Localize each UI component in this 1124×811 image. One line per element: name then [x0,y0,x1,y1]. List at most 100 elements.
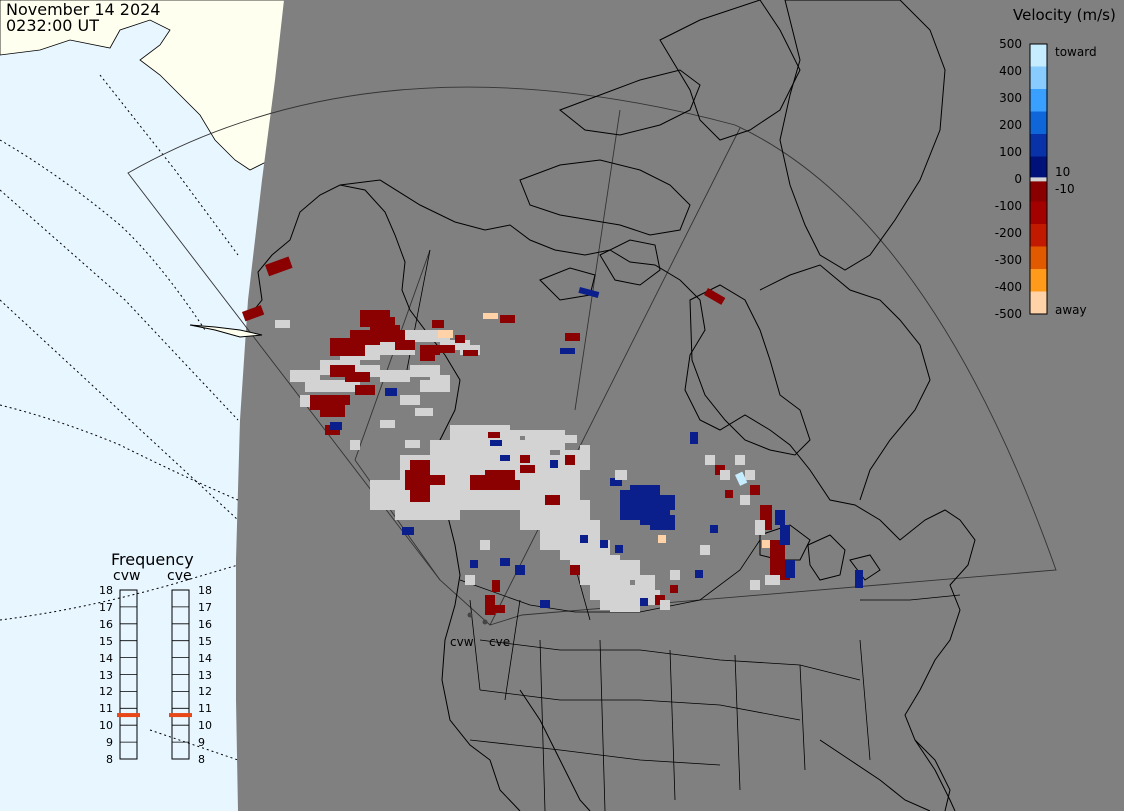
scatter-cell [610,600,640,612]
scatter-cell [385,388,397,396]
scatter-cell [395,500,425,520]
frequency-level-label: 13 [198,668,212,682]
site-label-cve: cve [489,635,511,649]
scatter-cell [480,540,490,550]
velocity-color-swatch [1030,156,1047,180]
scatter-cell [615,545,623,553]
frequency-level-label: 12 [198,685,212,699]
velocity-scale-title: Velocity (m/s) [1013,6,1116,24]
scatter-cell [360,310,390,318]
velocity-tick-label: 400 [999,64,1022,78]
velocity-tick-label: -200 [994,226,1022,240]
velocity-tick-label: 0 [1014,172,1022,186]
velocity-tick-label: -500 [994,307,1022,321]
frequency-level-label: 11 [99,702,113,716]
frequency-level-label: 16 [198,617,212,631]
scatter-cell [420,380,450,392]
velocity-tick-label: 300 [999,91,1022,105]
site-marker-cve [482,619,488,625]
velocity-color-swatch [1030,291,1047,315]
velocity-color-swatch [1030,66,1047,90]
scatter-cell [750,485,760,495]
scatter-cell [540,520,570,550]
scatter-cell [520,455,530,463]
scatter-cell [515,565,525,575]
scatter-cell [520,430,535,436]
scatter-cell [492,580,500,592]
scatter-cell [488,432,500,438]
site-marker-cvw [467,612,473,618]
scatter-cell [755,520,765,535]
frequency-level-label: 17 [99,600,113,614]
scatter-cell [470,560,478,568]
scatter-cell [400,395,420,405]
scatter-cell [432,320,444,328]
velocity-tick-label: -300 [994,253,1022,267]
velocity-color-swatch [1030,44,1047,67]
scatter-cell [658,535,666,543]
scatter-cell [695,570,703,578]
scatter-cell [660,600,670,610]
frequency-level-label: 8 [106,753,113,766]
scatter-cell [410,460,430,470]
velocity-color-swatch [1030,179,1047,202]
scatter-cell [360,317,395,327]
velocity-tick-label: -100 [994,199,1022,213]
scatter-cell [275,320,290,328]
scatter-cell [465,575,475,585]
scatter-cell [455,335,465,343]
velocity-tick-label: 200 [999,118,1022,132]
night-terminator-shade [236,0,1124,811]
frequency-radar-cve: cve [167,568,192,584]
scatter-cell [500,558,510,566]
scatter-cell [775,510,785,525]
scatter-cell [500,455,510,461]
frequency-marker [169,713,192,718]
time-label: 0232:00 UT [6,16,100,35]
scatter-cell [405,470,430,490]
scatter-cell [330,380,360,392]
scatter-cell [720,470,730,480]
radar-scatter [242,256,863,615]
frequency-level-label: 13 [99,668,113,682]
frequency-level-label: 14 [198,651,212,665]
velocity-toward-label: toward [1055,45,1097,59]
scatter-cell [578,287,600,298]
scatter-cell [570,565,580,575]
scatter-cell [438,330,453,338]
scatter-cell [430,475,445,485]
frequency-marker [117,713,140,718]
velocity-away-label: away [1055,303,1087,317]
frequency-level-label: 14 [99,651,113,665]
scatter-cell [380,330,405,342]
scatter-cell [415,408,433,416]
scatter-cell [725,490,733,498]
site-label-cvw: cvw [450,635,474,649]
velocity-color-bar [1029,43,1048,315]
scatter-cell [395,340,415,350]
frequency-level-label: 18 [198,584,212,597]
scatter-cell [350,440,360,450]
frequency-level-label: 16 [99,617,113,631]
velocity-minus-10-label: -10 [1055,182,1075,196]
frequency-bars [117,589,192,760]
scatter-cell [660,495,675,510]
scatter-cell [520,465,535,473]
velocity-color-swatch [1030,89,1047,112]
velocity-color-swatch [1030,201,1047,225]
scatter-cell [710,525,718,533]
frequency-level-label: 12 [99,685,113,699]
scatter-cell [320,405,345,417]
frequency-level-label: 18 [99,584,113,597]
scatter-cell [704,287,726,305]
scatter-cell [500,315,515,323]
scatter-cell [463,350,478,356]
velocity-tick-label: 100 [999,145,1022,159]
velocity-color-swatch [1030,269,1047,292]
velocity-color-swatch [1030,134,1047,157]
scatter-cell [780,525,790,545]
frequency-radar-cvw: cvw [113,568,141,584]
velocity-color-swatch [1030,224,1047,247]
